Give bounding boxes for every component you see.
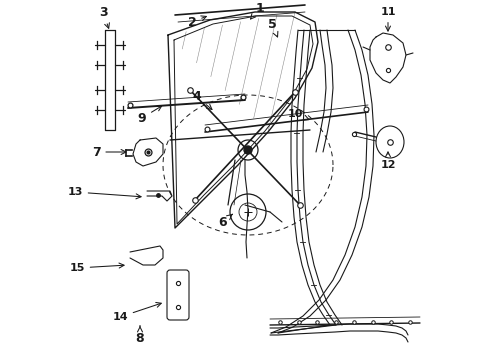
Text: 7: 7 (92, 145, 126, 158)
Text: 6: 6 (219, 214, 232, 229)
Text: 14: 14 (112, 302, 161, 322)
Text: 5: 5 (268, 18, 278, 37)
Text: 4: 4 (193, 90, 212, 109)
Text: 3: 3 (98, 5, 109, 28)
Circle shape (244, 146, 252, 154)
Text: 2: 2 (188, 15, 206, 28)
Text: 13: 13 (67, 187, 141, 199)
Text: 8: 8 (136, 326, 145, 345)
Text: 1: 1 (250, 1, 265, 19)
Text: 10: 10 (287, 109, 309, 120)
Text: 15: 15 (69, 263, 124, 273)
Text: 9: 9 (138, 106, 162, 125)
Text: 11: 11 (380, 7, 396, 31)
Text: 12: 12 (380, 152, 396, 170)
